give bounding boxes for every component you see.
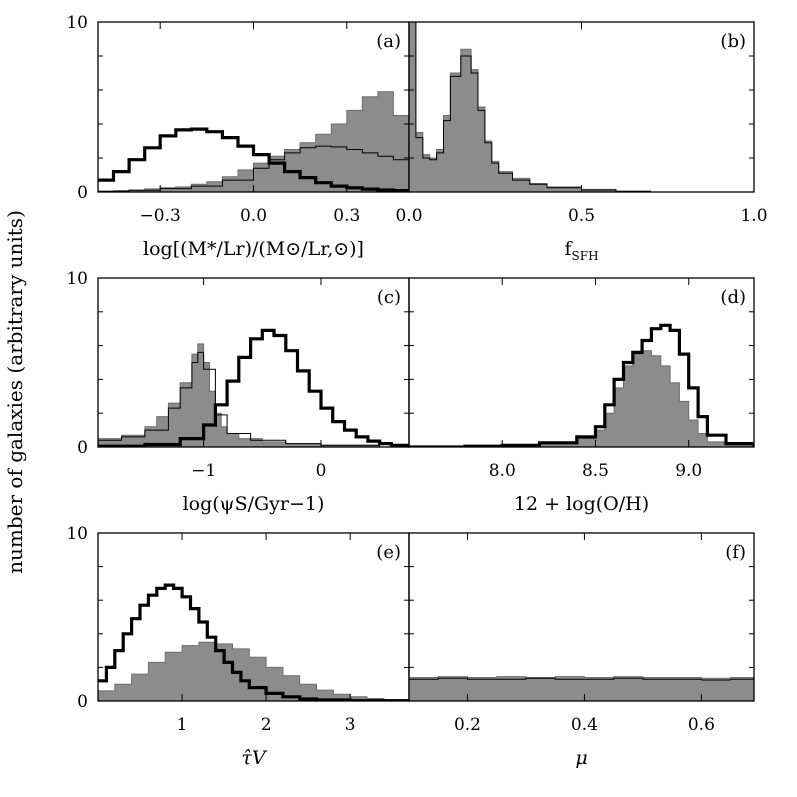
series-thick-a (98, 127, 409, 192)
panel-label-f: (f) (725, 542, 746, 563)
x-tick-label-f: 0.4 (571, 715, 598, 735)
y-tick-label-a: 10 (66, 13, 88, 33)
x-tick-label-d: 9.0 (675, 461, 702, 481)
panel-d: 8.0 8.5 9.0 (d) 12 + log(O/H) (408, 277, 755, 515)
series-gray-f (409, 676, 754, 701)
x-axis-label-d: 12 + log(O/H) (514, 493, 649, 515)
y-axis-label: number of galaxies (arbitrary units) (3, 210, 27, 574)
y-tick-label-e: 10 (66, 524, 88, 544)
panels: −0.3 0.0 0.3010(a)log[(M*/Lr)/(M⊙/Lr,⊙)]0.… (66, 13, 767, 769)
x-tick-label-d: 8.5 (582, 461, 609, 481)
panel-f: 0.2 0.4 0.6 (f) μ (408, 532, 755, 769)
x-tick-label-b: 0.5 (568, 206, 595, 226)
series-thin-b (409, 22, 651, 192)
x-tick-label-c: −1 (191, 461, 216, 481)
y-tick-label-c: 10 (66, 269, 88, 289)
x-tick-label-d: 8.0 (489, 461, 516, 481)
series-group (98, 328, 409, 447)
y-tick-label-c: 0 (77, 438, 88, 458)
series-thin-f (409, 677, 754, 681)
x-axis-label-f: μ (575, 747, 587, 769)
panel-a: −0.3 0.0 0.3 0 10 (a) log[(M*/Lr)/(M⊙/Lr,⊙)] (66, 13, 410, 260)
series-thin-c (98, 351, 381, 447)
panel-label-b: (b) (720, 31, 746, 52)
series-gray-d (409, 350, 754, 447)
series-thin-a (98, 145, 409, 192)
series-group (409, 676, 754, 701)
panel-label-e: (e) (376, 542, 401, 563)
x-tick-label-a: −0.3 (140, 206, 181, 226)
series-thick-d (409, 323, 754, 447)
x-tick-label-a: 0.3 (333, 206, 360, 226)
series-group (98, 583, 409, 701)
x-tick-label-b: 0.0 (395, 206, 422, 226)
x-tick-label-e: 2 (261, 715, 272, 735)
y-tick-label-a: 0 (77, 183, 88, 203)
series-thick-c (98, 328, 409, 447)
x-axis-label-a: log[(M*/Lr)/(M⊙/Lr,⊙)] (143, 238, 364, 260)
x-axis-label-e: τ̂V (241, 747, 268, 769)
panel-e: 1 2 3 0 10 (e) τ̂V (66, 524, 410, 769)
panel-frame-f (408, 532, 755, 702)
x-axis-label-c: log(ψS/Gyr−1) (183, 493, 325, 515)
x-tick-label-c: 0 (316, 461, 327, 481)
panel-c: −1 0 0 10 (c) log(ψS/Gyr−1) (66, 269, 410, 515)
x-tick-label-e: 1 (177, 715, 188, 735)
panel-label-c: (c) (377, 287, 401, 308)
panel-label-d: (d) (720, 287, 746, 308)
panel-b: 0.0 0.5 1.0 (b) fSFH (395, 21, 768, 263)
x-tick-label-f: 0.6 (688, 715, 715, 735)
y-tick-label-e: 0 (77, 692, 88, 712)
series-gray-e (98, 641, 409, 701)
x-tick-label-b: 1.0 (740, 206, 767, 226)
x-tick-label-e: 3 (345, 715, 356, 735)
series-group (98, 91, 409, 192)
series-group (409, 22, 651, 192)
series-gray-b (409, 22, 651, 192)
series-thick-e (98, 583, 409, 701)
x-axis-label-b: fSFH (564, 238, 598, 263)
panel-label-a: (a) (376, 31, 401, 52)
x-tick-label-a: 0.0 (240, 206, 267, 226)
x-tick-label-f: 0.2 (454, 715, 481, 735)
panel-frame-d (408, 277, 755, 448)
series-group (409, 323, 754, 447)
panel-frame-c (97, 277, 410, 448)
